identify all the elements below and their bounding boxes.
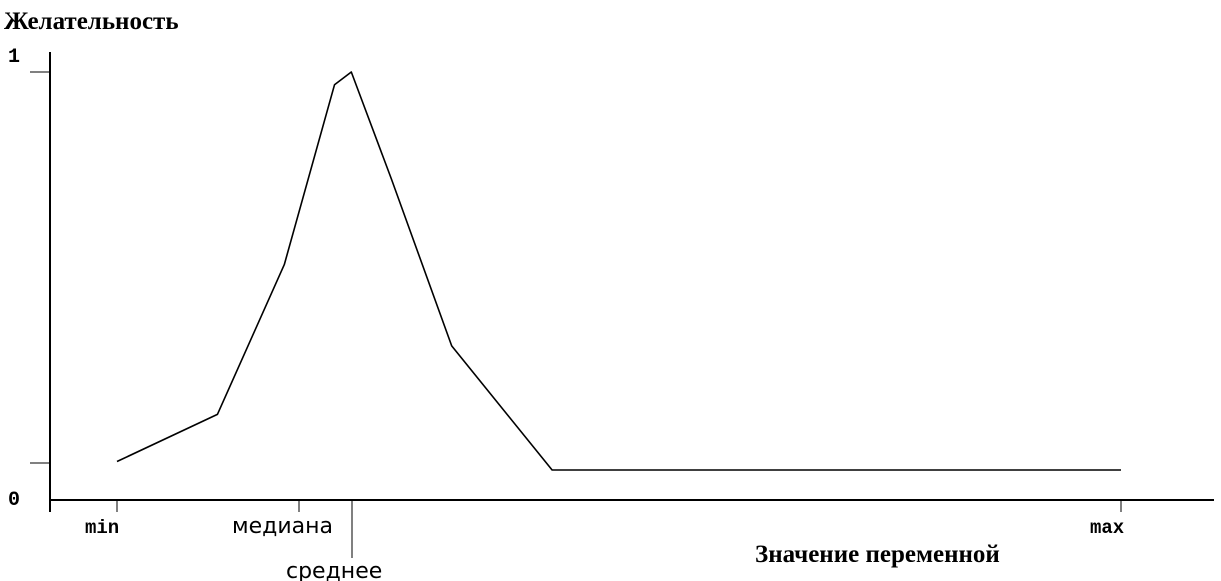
- x-tick-label-median: медиана: [232, 514, 333, 539]
- x-axis-label: Значение переменной: [755, 541, 1000, 568]
- y-tick-label-1: 1: [8, 46, 20, 69]
- y-tick-label-0: 0: [8, 489, 20, 512]
- desirability-curve: [116, 71, 1121, 471]
- y-axis-label: Желательность: [4, 8, 179, 35]
- x-tick-label-mean: среднее: [286, 559, 382, 581]
- x-tick-label-max: max: [1090, 517, 1124, 539]
- x-tick-label-min: min: [85, 517, 119, 539]
